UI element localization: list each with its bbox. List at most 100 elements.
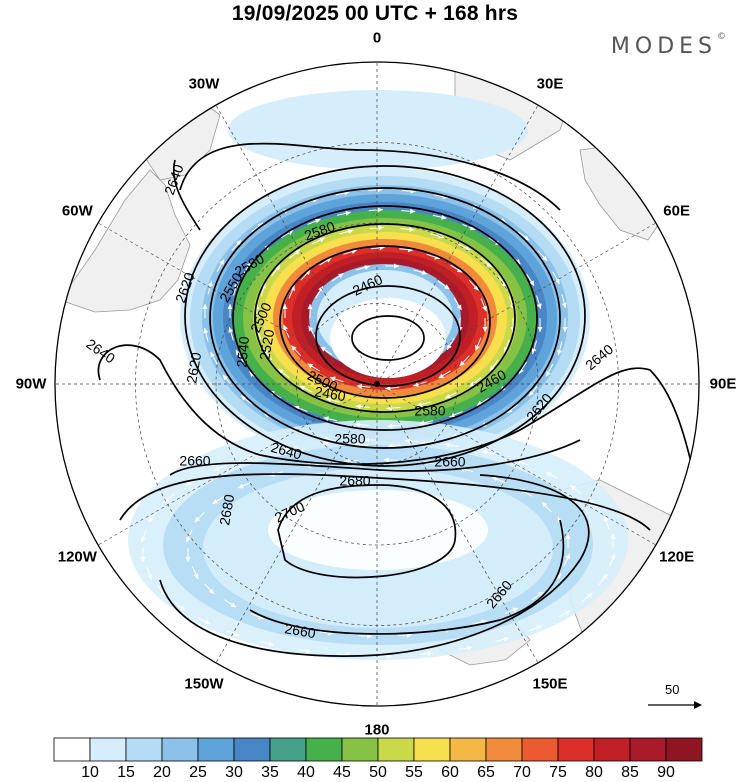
- wind-arrowhead: [222, 374, 228, 381]
- wind-arrowhead: [283, 324, 288, 331]
- colorbar-tick-label: 10: [81, 764, 99, 781]
- colorbar-tick-label: 40: [297, 764, 315, 781]
- reference-vector-label: 50: [665, 682, 680, 697]
- wind-arrowhead: [529, 280, 535, 286]
- wind-arrowhead: [541, 502, 548, 508]
- figure-title: 19/09/2025 00 UTC + 168 hrs: [231, 2, 519, 25]
- contour-label: 2680: [339, 473, 370, 489]
- wind-arrowhead: [416, 402, 423, 407]
- colorbar-swatch: [341, 737, 379, 762]
- longitude-label: 0: [372, 29, 382, 47]
- colorbar-tick-label: 50: [369, 764, 387, 781]
- wind-arrowhead: [237, 483, 244, 489]
- contour-line: [119, 473, 651, 531]
- longitude-label: 60W: [61, 202, 93, 220]
- wind-arrowhead: [456, 267, 463, 273]
- colorbar-swatch: [557, 737, 595, 762]
- wind-arrowhead: [294, 405, 301, 411]
- colorbar-tick-label: 90: [657, 764, 675, 781]
- wind-arrowhead: [459, 360, 465, 367]
- longitude-label: 30E: [536, 75, 564, 93]
- contour-line: [254, 223, 516, 413]
- wind-arrowhead: [345, 210, 351, 216]
- wind-arrowhead: [481, 449, 488, 455]
- wind-arrowhead: [377, 207, 383, 213]
- colorbar-swatch: [521, 737, 559, 762]
- wind-arrowhead: [210, 351, 216, 358]
- wind-arrowhead: [320, 346, 326, 352]
- wind-arrowhead: [194, 516, 200, 523]
- wind-arrowhead: [291, 345, 297, 351]
- colorbar-swatch: [485, 737, 523, 762]
- colorbar-swatch: [413, 737, 451, 762]
- wind-arrowhead: [400, 366, 406, 371]
- wind-arrowhead: [193, 573, 199, 580]
- wind-arrowhead: [482, 305, 487, 312]
- colorbar-tick-label: 30: [225, 764, 243, 781]
- wind-arrowhead: [561, 302, 567, 309]
- colorbar-tick-label: 75: [549, 764, 567, 781]
- wind-arrowhead: [179, 605, 186, 611]
- wind-arrowhead: [531, 348, 537, 354]
- wind-arrowhead: [233, 282, 239, 288]
- wind-arrowhead: [367, 633, 373, 639]
- contour-label: 2580: [414, 403, 445, 419]
- wind-arrowhead: [387, 423, 393, 429]
- wind-arrowhead: [564, 610, 571, 616]
- wind-arrowhead: [537, 592, 544, 597]
- colorbar-tick-label: 35: [261, 764, 279, 781]
- colorbar-tick-label: 55: [405, 764, 423, 781]
- contour-line: [184, 165, 586, 467]
- wind-arrowhead: [212, 499, 219, 504]
- latitude-circle: [215, 222, 539, 546]
- wind-arrowhead: [337, 273, 344, 279]
- colorbar-swatch: [233, 737, 271, 762]
- wind-arrowhead: [186, 536, 191, 543]
- wind-arrowhead: [404, 438, 411, 444]
- wind-arrowhead: [308, 325, 314, 332]
- wind-arrowhead: [489, 365, 495, 372]
- wind-arrowhead: [228, 327, 234, 333]
- wind-arrowhead: [503, 636, 510, 642]
- wind-arrowhead: [546, 370, 551, 377]
- wind-arrowhead: [318, 286, 323, 292]
- contour-line: [172, 159, 201, 231]
- colorbar-swatch: [269, 737, 307, 762]
- wind-arrowhead: [556, 573, 562, 580]
- wind-arrowhead: [557, 516, 563, 523]
- contour-line: [169, 439, 581, 476]
- wind-arrowhead: [203, 327, 209, 334]
- contour-line: [159, 474, 590, 657]
- brand-logo: MODES©: [610, 32, 726, 59]
- wind-arrowhead: [235, 350, 241, 356]
- wind-arrowhead: [282, 304, 288, 309]
- wind-arrowhead: [213, 466, 220, 471]
- wind-arrowhead: [506, 407, 513, 413]
- wind-arrowhead: [421, 270, 428, 275]
- colorbar-swatch: [305, 737, 343, 762]
- wind-arrowhead: [486, 261, 492, 268]
- contour-label: 2660: [283, 620, 317, 641]
- brand-name: MODES: [610, 34, 717, 59]
- colorbar-swatch: [53, 737, 91, 762]
- wind-arrowhead: [148, 516, 154, 523]
- wind-arrowhead: [234, 631, 241, 637]
- wind-arrowhead: [536, 625, 543, 630]
- wind-arrowhead: [445, 393, 451, 399]
- wind-arrowhead: [537, 327, 543, 332]
- wind-arrowhead: [364, 437, 369, 443]
- shading-band: [268, 490, 488, 570]
- land-greenland: [59, 169, 191, 313]
- wind-arrowhead: [207, 280, 213, 287]
- wind-arrowhead: [347, 229, 354, 234]
- colorbar-tick-label: 20: [153, 764, 171, 781]
- wind-arrowhead: [378, 225, 384, 231]
- wind-arrowhead: [610, 553, 615, 560]
- wind-arrowhead: [330, 376, 336, 382]
- contour-line: [209, 187, 561, 449]
- wind-arrowhead: [565, 553, 570, 560]
- wind-arrowhead: [545, 471, 552, 477]
